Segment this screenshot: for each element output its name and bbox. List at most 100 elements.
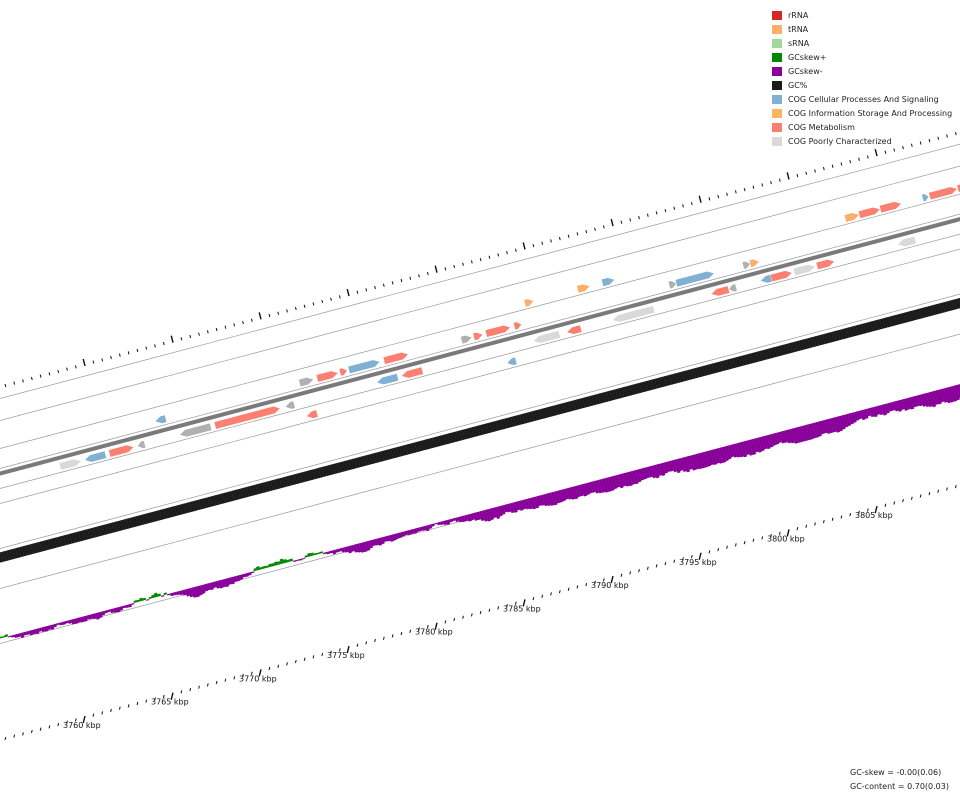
gc-skew-negative-bar <box>76 617 82 623</box>
gc-bar <box>648 379 655 391</box>
gc-bar <box>309 469 316 480</box>
gc-bar <box>414 441 421 453</box>
gc-skew-positive-bar <box>319 551 324 554</box>
ruler-tick <box>136 348 139 353</box>
gc-bar <box>444 433 451 445</box>
gc-bar <box>951 299 958 310</box>
gc-bar <box>879 318 886 329</box>
gc-skew-negative-bar <box>332 549 337 555</box>
gc-bar <box>312 468 319 480</box>
gc-bar <box>0 552 4 563</box>
ruler-tick <box>849 159 852 164</box>
gc-skew-negative-bar <box>724 445 732 460</box>
gc-skew-negative-bar <box>58 622 63 626</box>
gc-bar <box>621 386 628 398</box>
gc-bar <box>933 304 940 315</box>
gc-bar <box>243 486 250 498</box>
gc-bar <box>495 420 502 431</box>
ruler-tick <box>206 683 209 687</box>
gc-skew-negative-bar <box>929 391 937 408</box>
gc-skew-positive-bar <box>279 558 285 565</box>
legend-swatch <box>772 108 782 118</box>
ruler-label: 3765 kbp <box>151 698 189 707</box>
gc-bar <box>921 307 928 318</box>
gc-skew-negative-bar <box>202 583 208 592</box>
gc-skew-negative-bar <box>674 459 681 474</box>
ruler-tick <box>770 180 772 185</box>
gc-bar <box>237 488 244 500</box>
ruler-tick <box>840 515 843 519</box>
gc-bar <box>657 377 664 388</box>
gc-skew-negative-bar <box>896 400 902 412</box>
ruler-tick <box>602 225 605 229</box>
gc-skew-negative-bar <box>341 547 346 553</box>
ruler-tick <box>330 297 332 301</box>
gc-bar <box>582 397 589 408</box>
gene-arrow <box>485 325 511 338</box>
gc-bar <box>81 529 88 541</box>
ruler-tick <box>198 332 200 336</box>
gc-bar <box>696 366 703 378</box>
gc-skew-negative-bar <box>947 386 955 403</box>
gc-skew-negative-bar <box>236 575 241 582</box>
gc-bar <box>771 347 778 358</box>
legend-item: COG Poorly Characterized <box>772 134 952 148</box>
gc-bar <box>645 380 652 391</box>
legend-item: GC% <box>772 78 952 92</box>
gc-skew-positive-bar <box>139 597 144 602</box>
gc-bar <box>810 336 817 348</box>
legend: rRNA tRNA sRNA GCskew+ GCskew- GC% COG Cellula… <box>772 8 952 148</box>
ruler-tick <box>682 204 684 208</box>
ruler-tick <box>786 529 790 537</box>
gc-bar <box>408 443 415 454</box>
gc-skew-negative-bar <box>131 602 135 606</box>
gc-skew-negative-bar <box>542 494 549 507</box>
gc-skew-negative-bar <box>440 521 444 526</box>
gc-skew-negative-bar <box>104 610 108 614</box>
gc-bar <box>687 369 694 380</box>
gc-skew-negative-bar <box>395 533 400 540</box>
ruler-tick <box>884 503 887 507</box>
legend-swatch <box>772 66 782 76</box>
gc-bar <box>930 304 937 316</box>
gc-skew-negative-bar <box>218 579 224 589</box>
gc-bar <box>528 411 535 422</box>
gc-bar <box>387 448 394 460</box>
gc-bar <box>267 480 274 492</box>
gc-bar <box>144 513 151 524</box>
ruler-tick <box>346 288 350 297</box>
gc-bar <box>351 458 358 469</box>
ruler-tick <box>198 685 200 689</box>
gc-bar <box>159 509 166 520</box>
legend-swatch <box>772 80 782 90</box>
ruler-tick <box>444 620 447 624</box>
gc-skew-negative-bar <box>49 624 55 630</box>
gc-skew-negative-bar <box>530 497 537 510</box>
gc-skew-negative-bar <box>554 490 561 504</box>
ruler-tick <box>866 155 869 159</box>
gc-skew-negative-bar <box>326 551 330 555</box>
gc-skew-negative-bar <box>662 462 668 474</box>
gene-arrow <box>316 371 338 382</box>
gc-skew-negative-bar <box>70 618 76 625</box>
gc-skew-negative-bar <box>704 451 711 467</box>
gc-skew-negative-bar <box>536 495 542 507</box>
gc-bar <box>30 543 37 554</box>
gene-arrow <box>928 187 958 200</box>
gc-bar <box>255 483 262 495</box>
gc-skew-negative-bar <box>185 588 190 597</box>
gc-skew-negative-bar <box>578 484 584 497</box>
gc-bar <box>183 502 190 514</box>
gc-bar <box>480 424 487 435</box>
gc-skew-negative-bar <box>617 474 624 489</box>
gc-skew-negative-bar <box>602 478 609 493</box>
gc-skew-negative-bar <box>938 389 945 403</box>
gc-skew-negative-bar <box>644 467 650 479</box>
ruler-tick <box>620 220 623 224</box>
gc-bar <box>204 497 211 508</box>
gc-skew-negative-bar <box>941 388 948 403</box>
ruler-label: 3775 kbp <box>327 651 365 660</box>
gene-arrow <box>921 193 929 202</box>
gc-skew-negative-bar <box>710 449 717 466</box>
